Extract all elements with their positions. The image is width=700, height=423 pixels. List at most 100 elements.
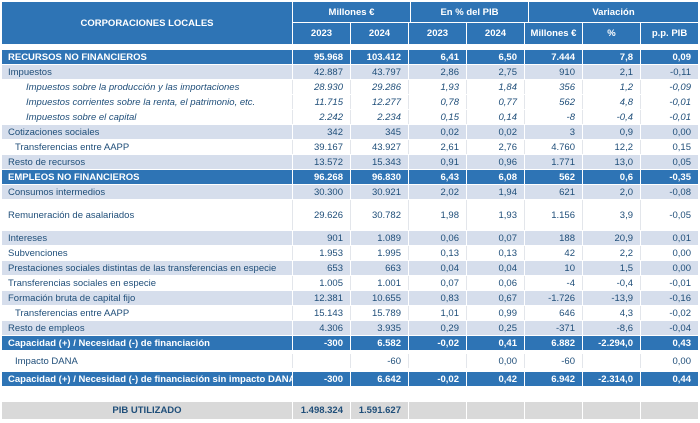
row-value: 0,83 [408,291,466,305]
row-value: 13.572 [292,155,350,169]
row-value: 2,76 [466,140,524,154]
row-value: 7.444 [524,50,582,64]
row-value: 0,43 [640,336,698,350]
pib-empty-cell [466,402,524,419]
row-value: 0,07 [408,276,466,290]
row-value: -0,01 [640,95,698,109]
row-value: 10 [524,261,582,275]
row-value: -2.294,0 [582,336,640,350]
pib-value-2024: 1.591.627 [350,402,408,419]
table-row: Intereses 901 1.089 0,06 0,07 188 20,9 0,01 [2,231,698,245]
row-value: 0,02 [466,125,524,139]
pib-utilizado-row: PIB UTILIZADO 1.498.324 1.591.627 [2,402,698,419]
row-value: -60 [524,354,582,368]
row-value: 0,13 [408,246,466,260]
row-value: 3 [524,125,582,139]
row-value: 2,02 [408,185,466,199]
row-value: -0,02 [640,306,698,320]
table-row: Subvenciones 1.953 1.995 0,13 0,13 42 2,2 0,00 [2,246,698,260]
row-value: 345 [350,125,408,139]
table-row: Impuestos sobre el capital 2.242 2.234 0,15… [2,110,698,124]
table-row: Capacidad (+) / Necesidad (-) de financi… [2,336,698,350]
header-columns: Millones € En % del PIB Variación 2023 2… [293,2,698,44]
table-row: Impuestos sobre la producción y las impo… [2,80,698,94]
row-value: 653 [292,261,350,275]
row-value: 1.995 [350,246,408,260]
row-value: 0,05 [640,155,698,169]
row-value: 10.655 [350,291,408,305]
row-label: Impuestos sobre el capital [26,111,137,123]
row-label: Capacidad (+) / Necesidad (-) de financi… [8,373,292,385]
row-label: Impacto DANA [15,355,78,367]
pib-empty-cell [408,402,466,419]
group-header-millones: Millones € [293,2,410,22]
row-label: Impuestos [8,66,52,78]
row-value: -13,9 [582,291,640,305]
row-value: 0,15 [408,110,466,124]
row-value: -300 [292,336,350,350]
row-value: -0,16 [640,291,698,305]
row-label: Formación bruta de capital fijo [8,292,136,304]
row-value: 29.286 [350,80,408,94]
row-value: 2,61 [408,140,466,154]
row-label: Impuestos corrientes sobre la renta, el … [26,96,256,108]
row-value: 0,00 [640,354,698,368]
header-group-row: Millones € En % del PIB Variación [293,2,698,22]
row-label: Resto de recursos [8,156,86,168]
row-value: 6,41 [408,50,466,64]
row-value: 4.306 [292,321,350,335]
row-value: -0,01 [640,276,698,290]
row-value: 6,43 [408,170,466,184]
table-row: Transferencias entre AAPP 15.143 15.789 1,0… [2,306,698,320]
row-value: 1.953 [292,246,350,260]
row-value: 0,91 [408,155,466,169]
row-value: -371 [524,321,582,335]
row-label: Transferencias sociales en especie [8,277,157,289]
table-row: Impuestos 42.887 43.797 2,86 2,75 910 2,1 -0,11 [2,65,698,79]
row-value: 1,5 [582,261,640,275]
row-value: -300 [292,372,350,386]
row-value: 0,78 [408,95,466,109]
row-value: 1,01 [408,306,466,320]
row-value: 562 [524,170,582,184]
row-value: 0,06 [466,276,524,290]
row-value: 0,09 [640,50,698,64]
row-value: 6.582 [350,336,408,350]
row-value: 0,25 [466,321,524,335]
row-value: -0,4 [582,110,640,124]
row-value: -60 [350,354,408,368]
row-value: 0,06 [408,231,466,245]
row-value [408,354,466,368]
row-label: Capacidad (+) / Necesidad (-) de financi… [8,337,210,349]
row-value: 13,0 [582,155,640,169]
row-value: 0,14 [466,110,524,124]
row-value: 0,00 [640,246,698,260]
col-header-2023-millones: 2023 [293,23,350,44]
row-value: 188 [524,231,582,245]
row-value: 0,00 [466,354,524,368]
row-value: 1.089 [350,231,408,245]
row-value: 103.412 [350,50,408,64]
pib-empty-cell [524,402,582,419]
row-value: -0,01 [640,110,698,124]
row-value [292,354,350,368]
row-value: -0,35 [640,170,698,184]
row-value: 0,99 [466,306,524,320]
row-value: -8,6 [582,321,640,335]
table-row: EMPLEOS NO FINANCIEROS 96.268 96.830 6,43 6,… [2,170,698,184]
row-value: 7,8 [582,50,640,64]
table-row: Consumos intermedios 30.300 30.921 2,02 1,94… [2,185,698,199]
group-header-variacion: Variación [529,2,698,22]
row-value: 0,04 [408,261,466,275]
row-value: 1.005 [292,276,350,290]
row-label: Intereses [8,232,48,244]
row-label: Remuneración de asalariados [8,209,135,221]
table-title: CORPORACIONES LOCALES [2,2,292,44]
row-value: 42 [524,246,582,260]
row-value: 562 [524,95,582,109]
table-row: Impacto DANA -60 0,00 -60 0,00 [2,354,698,368]
table-body: RECURSOS NO FINANCIEROS 95.968 103.412 6,41… [2,50,698,386]
row-value: -0,08 [640,185,698,199]
